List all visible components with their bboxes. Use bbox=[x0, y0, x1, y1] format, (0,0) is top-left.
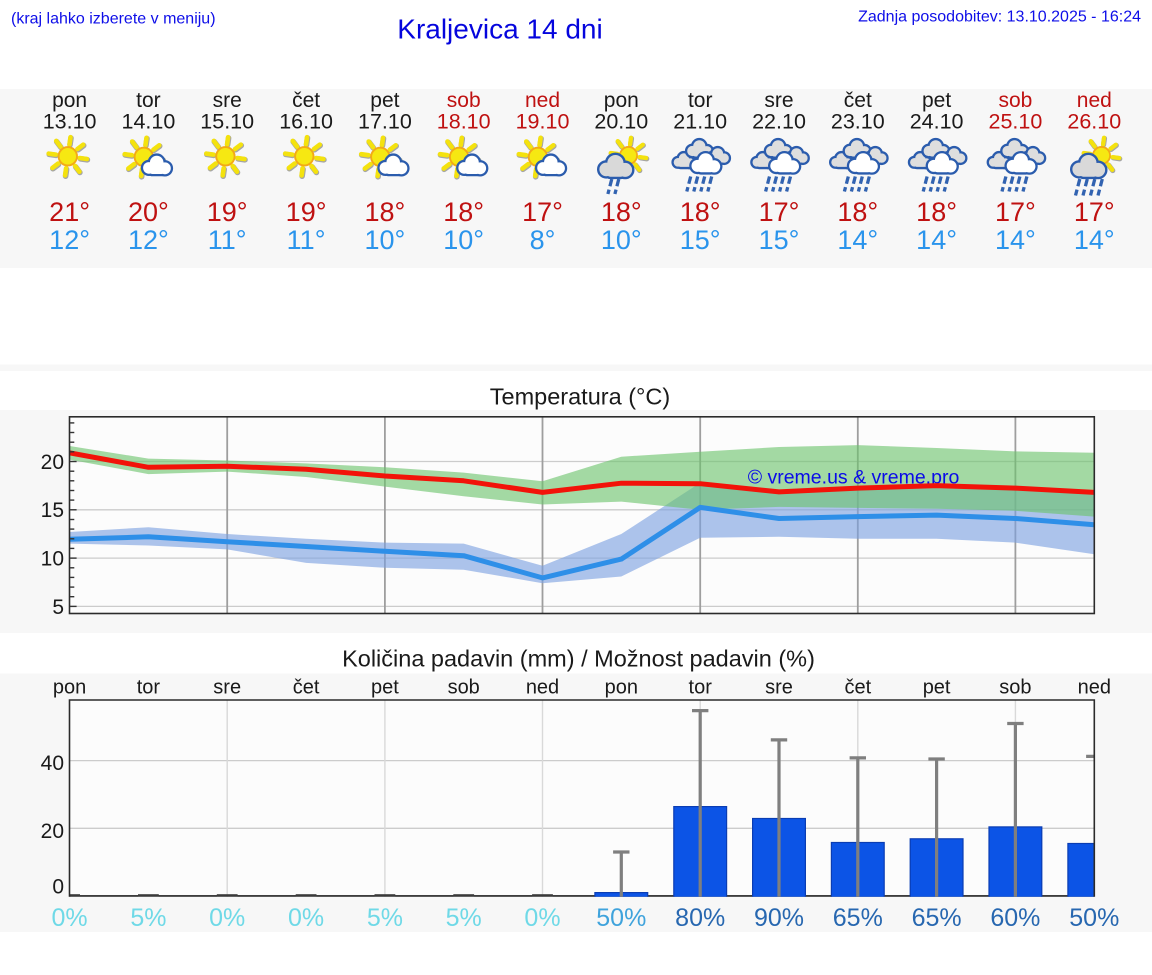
svg-text:0%: 0% bbox=[52, 904, 88, 932]
svg-text:17°: 17° bbox=[759, 197, 800, 227]
svg-text:tor: tor bbox=[137, 677, 161, 699]
svg-text:0%: 0% bbox=[209, 904, 245, 932]
svg-text:pet: pet bbox=[371, 677, 399, 699]
svg-text:14°: 14° bbox=[1074, 225, 1115, 255]
svg-text:14°: 14° bbox=[995, 225, 1036, 255]
svg-text:ned: ned bbox=[526, 677, 559, 699]
svg-text:15.10: 15.10 bbox=[200, 110, 254, 134]
svg-text:tor: tor bbox=[136, 89, 161, 112]
svg-text:sre: sre bbox=[764, 89, 793, 112]
svg-text:5%: 5% bbox=[446, 904, 482, 932]
svg-text:5: 5 bbox=[52, 596, 64, 619]
svg-text:40: 40 bbox=[41, 752, 64, 775]
svg-text:19°: 19° bbox=[207, 197, 248, 227]
svg-text:14°: 14° bbox=[837, 225, 878, 255]
svg-text:Količina padavin (mm) / Možnos: Količina padavin (mm) / Možnost padavin … bbox=[342, 646, 815, 672]
svg-text:20: 20 bbox=[41, 820, 64, 843]
svg-text:pet: pet bbox=[370, 89, 399, 112]
svg-text:20.10: 20.10 bbox=[594, 110, 648, 134]
svg-text:8°: 8° bbox=[530, 225, 556, 255]
svg-text:18°: 18° bbox=[916, 197, 957, 227]
svg-text:19°: 19° bbox=[286, 197, 327, 227]
svg-text:10°: 10° bbox=[443, 225, 484, 255]
svg-text:© vreme.us & vreme.pro: © vreme.us & vreme.pro bbox=[748, 467, 960, 489]
svg-text:čet: čet bbox=[293, 677, 320, 699]
svg-text:18°: 18° bbox=[364, 197, 405, 227]
svg-text:18°: 18° bbox=[680, 197, 721, 227]
svg-text:17°: 17° bbox=[995, 197, 1036, 227]
svg-text:tor: tor bbox=[688, 89, 713, 112]
svg-text:65%: 65% bbox=[912, 904, 962, 932]
svg-text:5%: 5% bbox=[367, 904, 403, 932]
svg-text:(kraj lahko izberete v meniju): (kraj lahko izberete v meniju) bbox=[11, 11, 216, 28]
svg-text:0%: 0% bbox=[524, 904, 560, 932]
svg-text:pon: pon bbox=[52, 89, 87, 112]
svg-text:12°: 12° bbox=[49, 225, 90, 255]
svg-text:čet: čet bbox=[844, 677, 871, 699]
svg-text:80%: 80% bbox=[675, 904, 725, 932]
svg-text:sre: sre bbox=[213, 677, 241, 699]
svg-text:17°: 17° bbox=[1074, 197, 1115, 227]
svg-text:čet: čet bbox=[844, 89, 872, 112]
svg-text:pon: pon bbox=[53, 677, 86, 699]
svg-text:ned: ned bbox=[1078, 677, 1111, 699]
svg-text:5%: 5% bbox=[130, 904, 166, 932]
svg-text:pon: pon bbox=[605, 677, 638, 699]
svg-text:50%: 50% bbox=[1069, 904, 1119, 932]
svg-text:tor: tor bbox=[689, 677, 713, 699]
svg-text:24.10: 24.10 bbox=[910, 110, 964, 134]
svg-text:10°: 10° bbox=[601, 225, 642, 255]
svg-text:čet: čet bbox=[292, 89, 320, 112]
svg-text:10°: 10° bbox=[364, 225, 405, 255]
svg-text:sob: sob bbox=[999, 677, 1031, 699]
svg-text:sre: sre bbox=[765, 677, 793, 699]
svg-text:0%: 0% bbox=[288, 904, 324, 932]
svg-text:14°: 14° bbox=[916, 225, 957, 255]
svg-text:23.10: 23.10 bbox=[831, 110, 885, 134]
svg-text:sob: sob bbox=[998, 89, 1032, 112]
svg-text:15°: 15° bbox=[680, 225, 721, 255]
svg-text:15: 15 bbox=[41, 499, 64, 522]
svg-text:65%: 65% bbox=[833, 904, 883, 932]
svg-text:90%: 90% bbox=[754, 904, 804, 932]
svg-text:17°: 17° bbox=[522, 197, 563, 227]
svg-text:0: 0 bbox=[52, 875, 64, 898]
svg-text:pet: pet bbox=[923, 677, 951, 699]
svg-text:Temperatura (°C): Temperatura (°C) bbox=[490, 384, 670, 410]
svg-text:13.10: 13.10 bbox=[43, 110, 97, 134]
svg-text:sre: sre bbox=[213, 89, 242, 112]
svg-text:20: 20 bbox=[41, 451, 64, 474]
svg-text:Kraljevica 14 dni: Kraljevica 14 dni bbox=[397, 14, 602, 45]
svg-text:18°: 18° bbox=[837, 197, 878, 227]
svg-text:60%: 60% bbox=[990, 904, 1040, 932]
svg-text:sob: sob bbox=[448, 677, 480, 699]
svg-text:ned: ned bbox=[525, 89, 560, 112]
svg-text:18.10: 18.10 bbox=[437, 110, 491, 134]
svg-text:22.10: 22.10 bbox=[752, 110, 806, 134]
svg-text:50%: 50% bbox=[596, 904, 646, 932]
svg-text:11°: 11° bbox=[208, 225, 247, 255]
svg-text:17.10: 17.10 bbox=[358, 110, 412, 134]
svg-text:21.10: 21.10 bbox=[673, 110, 727, 134]
svg-text:pon: pon bbox=[604, 89, 639, 112]
svg-text:21°: 21° bbox=[49, 197, 90, 227]
svg-text:12°: 12° bbox=[128, 225, 169, 255]
svg-text:14.10: 14.10 bbox=[121, 110, 175, 134]
svg-text:15°: 15° bbox=[759, 225, 800, 255]
svg-text:11°: 11° bbox=[287, 225, 326, 255]
svg-text:Zadnja posodobitev: 13.10.2025: Zadnja posodobitev: 13.10.2025 - 16:24 bbox=[858, 9, 1141, 26]
svg-text:10: 10 bbox=[41, 548, 64, 571]
svg-text:26.10: 26.10 bbox=[1067, 110, 1121, 134]
svg-text:19.10: 19.10 bbox=[516, 110, 570, 134]
svg-text:16.10: 16.10 bbox=[279, 110, 333, 134]
svg-text:pet: pet bbox=[922, 89, 951, 112]
svg-text:18°: 18° bbox=[601, 197, 642, 227]
svg-text:25.10: 25.10 bbox=[988, 110, 1042, 134]
svg-text:sob: sob bbox=[447, 89, 481, 112]
svg-text:20°: 20° bbox=[128, 197, 169, 227]
svg-text:18°: 18° bbox=[443, 197, 484, 227]
svg-text:ned: ned bbox=[1077, 89, 1112, 112]
